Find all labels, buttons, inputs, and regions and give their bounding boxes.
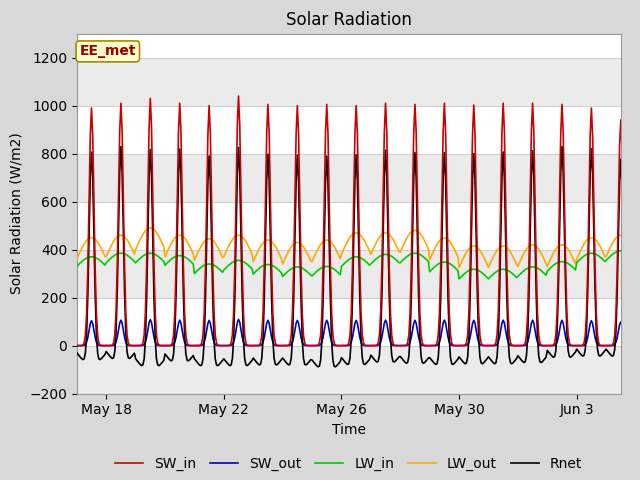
LW_out: [357, 233, 365, 239]
SW_out: [573, 343, 580, 348]
SW_in: [630, 343, 638, 348]
SW_out: [545, 343, 552, 348]
SW_in: [357, 310, 365, 316]
Title: Solar Radiation: Solar Radiation: [286, 11, 412, 29]
SW_in: [367, 343, 374, 348]
LW_in: [573, 260, 580, 265]
LW_in: [366, 262, 374, 268]
SW_in: [73, 343, 81, 348]
Text: EE_met: EE_met: [79, 44, 136, 59]
Rnet: [574, 348, 582, 354]
SW_in: [235, 93, 243, 99]
Line: Rnet: Rnet: [77, 146, 634, 367]
Rnet: [73, 350, 81, 356]
LW_out: [367, 252, 374, 257]
SW_out: [357, 339, 365, 345]
Line: LW_out: LW_out: [77, 228, 634, 267]
LW_in: [73, 264, 81, 269]
Rnet: [348, 336, 355, 342]
SW_in: [348, 310, 355, 316]
LW_in: [346, 256, 354, 262]
SW_out: [630, 343, 638, 348]
SW_in: [573, 343, 580, 348]
Rnet: [357, 336, 365, 342]
Legend: SW_in, SW_out, LW_in, LW_out, Rnet: SW_in, SW_out, LW_in, LW_out, Rnet: [110, 451, 588, 476]
X-axis label: Time: Time: [332, 423, 366, 437]
SW_in: [319, 264, 327, 270]
Line: SW_in: SW_in: [77, 96, 634, 346]
LW_out: [546, 258, 554, 264]
LW_out: [455, 264, 463, 270]
Y-axis label: Solar Radiation (W/m2): Solar Radiation (W/m2): [10, 133, 24, 294]
Bar: [77, 58, 621, 106]
LW_out: [630, 251, 638, 257]
SW_in: [545, 343, 552, 348]
LW_out: [73, 256, 81, 262]
LW_in: [318, 265, 326, 271]
Line: LW_in: LW_in: [77, 251, 634, 279]
LW_in: [617, 248, 625, 253]
LW_out: [574, 253, 582, 259]
Rnet: [630, 348, 638, 354]
SW_out: [235, 316, 243, 322]
SW_out: [602, 343, 610, 348]
SW_in: [602, 343, 610, 348]
SW_out: [319, 335, 327, 340]
SW_out: [73, 343, 81, 348]
Bar: [77, 346, 621, 394]
LW_out: [319, 239, 327, 244]
Rnet: [319, 298, 327, 304]
LW_in: [356, 255, 364, 261]
LW_in: [455, 276, 463, 282]
Rnet: [314, 364, 322, 370]
LW_out: [147, 225, 154, 231]
Rnet: [367, 352, 374, 358]
Line: SW_out: SW_out: [77, 319, 634, 346]
Rnet: [558, 144, 566, 149]
Bar: [77, 250, 621, 298]
LW_in: [545, 267, 552, 273]
LW_in: [630, 256, 638, 262]
LW_out: [348, 233, 355, 239]
SW_out: [348, 339, 355, 345]
SW_out: [367, 343, 374, 348]
Rnet: [545, 349, 552, 355]
Bar: [77, 154, 621, 202]
